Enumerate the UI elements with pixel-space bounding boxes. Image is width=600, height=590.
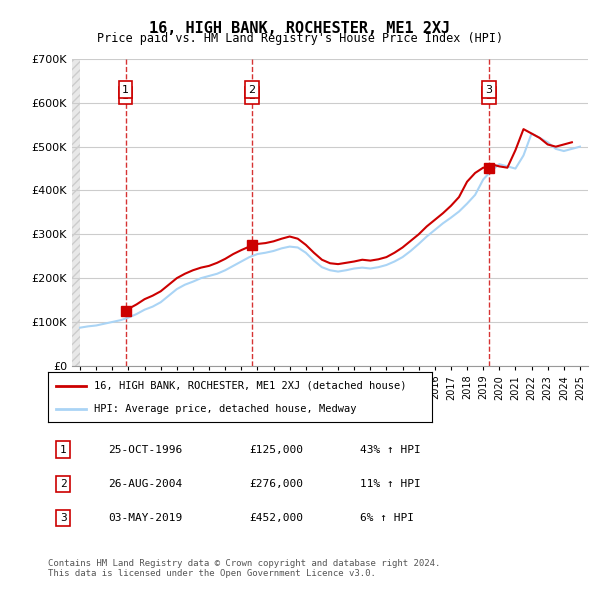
Text: £276,000: £276,000 <box>250 479 304 489</box>
Text: 43% ↑ HPI: 43% ↑ HPI <box>361 445 421 455</box>
Text: Price paid vs. HM Land Registry's House Price Index (HPI): Price paid vs. HM Land Registry's House … <box>97 32 503 45</box>
Text: 3: 3 <box>485 91 492 101</box>
Text: 2: 2 <box>248 91 256 101</box>
Text: 1: 1 <box>122 91 129 101</box>
Text: 03-MAY-2019: 03-MAY-2019 <box>109 513 183 523</box>
Bar <box>72 59 80 366</box>
Text: Contains HM Land Registry data © Crown copyright and database right 2024.
This d: Contains HM Land Registry data © Crown c… <box>48 559 440 578</box>
Text: 16, HIGH BANK, ROCHESTER, ME1 2XJ (detached house): 16, HIGH BANK, ROCHESTER, ME1 2XJ (detac… <box>94 381 407 391</box>
Text: 26-AUG-2004: 26-AUG-2004 <box>109 479 183 489</box>
Text: 3: 3 <box>60 513 67 523</box>
Text: 25-OCT-1996: 25-OCT-1996 <box>109 445 183 455</box>
Text: 2: 2 <box>60 479 67 489</box>
Text: 11% ↑ HPI: 11% ↑ HPI <box>361 479 421 489</box>
Text: 1: 1 <box>122 85 129 94</box>
Text: 2: 2 <box>248 85 256 94</box>
Text: HPI: Average price, detached house, Medway: HPI: Average price, detached house, Medw… <box>94 404 356 414</box>
Text: £452,000: £452,000 <box>250 513 304 523</box>
Text: 1: 1 <box>60 445 67 455</box>
Text: 3: 3 <box>485 85 492 94</box>
Text: 16, HIGH BANK, ROCHESTER, ME1 2XJ: 16, HIGH BANK, ROCHESTER, ME1 2XJ <box>149 21 451 35</box>
Text: £125,000: £125,000 <box>250 445 304 455</box>
Text: 6% ↑ HPI: 6% ↑ HPI <box>361 513 415 523</box>
